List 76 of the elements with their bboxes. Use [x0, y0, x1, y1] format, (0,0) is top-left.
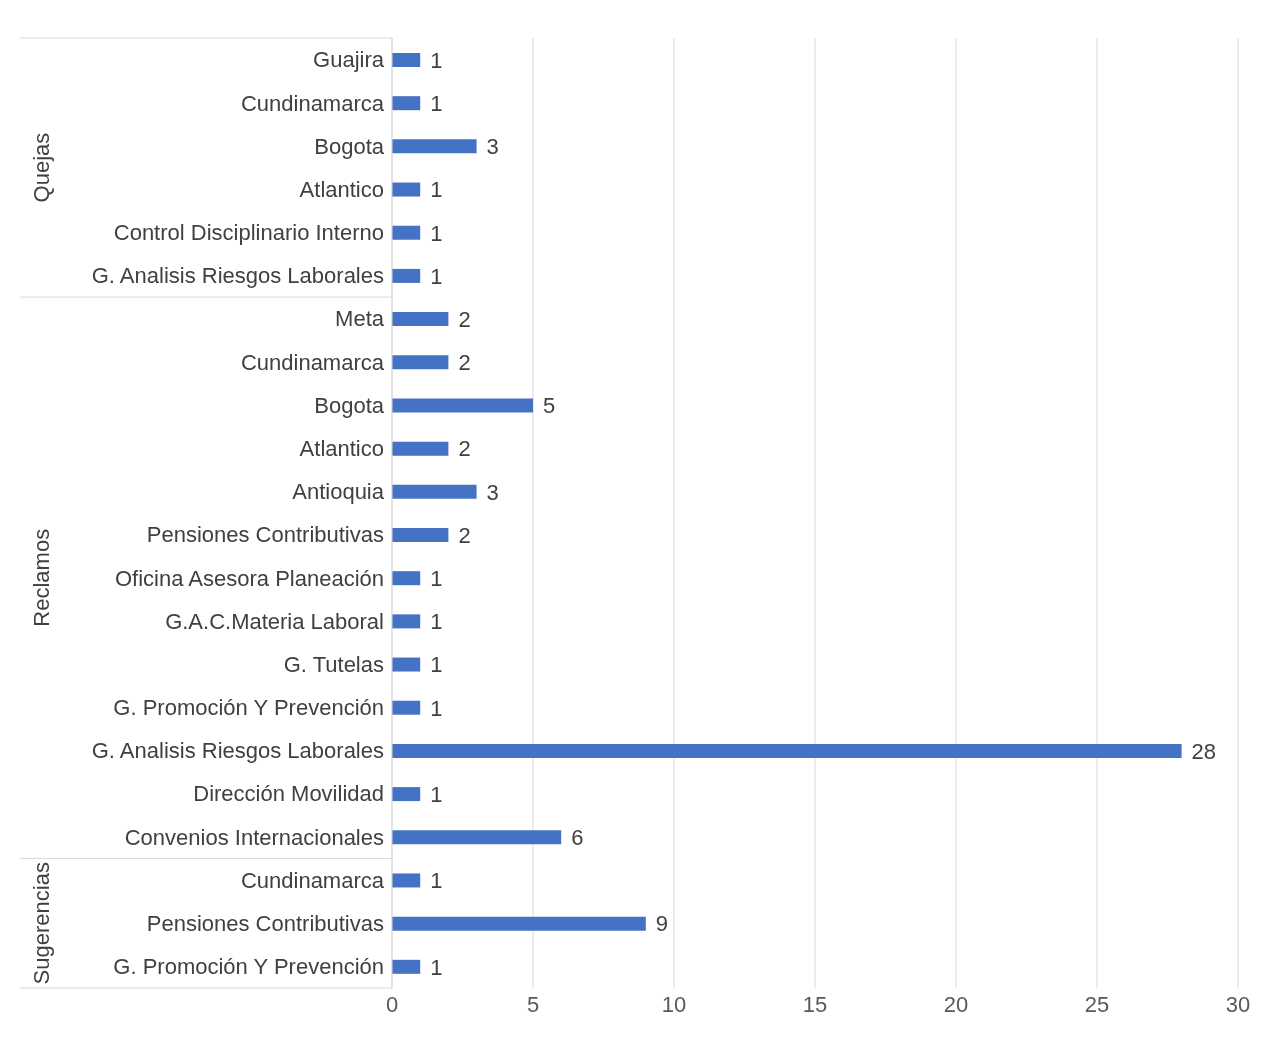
data-label: 3 — [486, 134, 499, 160]
x-tick-label: 30 — [1225, 991, 1251, 1017]
y-tick-label: G. Promoción Y Prevención — [113, 954, 384, 980]
data-label: 1 — [430, 695, 443, 721]
data-label: 1 — [430, 177, 443, 203]
x-tick-label: 15 — [802, 991, 828, 1017]
x-tick-label: 20 — [943, 991, 969, 1017]
bar — [392, 225, 421, 240]
y-tick-label: Convenios Internacionales — [124, 824, 384, 850]
bar — [392, 916, 646, 931]
y-tick-label: Pensiones Contributivas — [146, 522, 384, 548]
text: Sugerencias — [29, 862, 55, 985]
data-label: 2 — [458, 436, 471, 462]
bar — [392, 312, 449, 327]
y-tick-label: Guajira — [313, 47, 385, 73]
data-label: 28 — [1191, 738, 1217, 764]
data-label: 1 — [430, 652, 443, 678]
data-label: 5 — [543, 393, 556, 419]
y-tick-label: G. Analisis Riesgos Laborales — [91, 738, 384, 764]
data-label: 2 — [458, 306, 471, 332]
y-tick-label: G. Analisis Riesgos Laborales — [91, 263, 384, 289]
bar — [392, 657, 421, 672]
bar — [392, 268, 421, 283]
x-tick-label: 10 — [661, 991, 687, 1017]
bar — [392, 96, 421, 111]
x-tick-label: 5 — [526, 991, 540, 1017]
bar — [392, 139, 477, 154]
text: Quejas — [29, 132, 55, 203]
y-tick-label: Atlantico — [299, 176, 384, 202]
y-tick-label: Atlantico — [299, 436, 384, 462]
data-label: 9 — [655, 911, 669, 937]
y-tick-label: Dirección Movilidad — [193, 781, 384, 807]
bar — [392, 700, 421, 715]
y-tick-label: Bogota — [314, 133, 385, 159]
x-tick-label: 25 — [1084, 991, 1110, 1017]
y-tick-label: Cundinamarca — [240, 867, 385, 893]
bar — [392, 873, 421, 888]
y-tick-label: Cundinamarca — [240, 90, 385, 116]
data-label: 1 — [430, 47, 443, 73]
bar — [392, 441, 449, 456]
bar — [392, 53, 421, 67]
bar — [392, 830, 562, 845]
text: Reclamos — [29, 528, 55, 627]
bar — [392, 959, 421, 974]
data-label: 2 — [458, 350, 471, 376]
y-tick-label: Pensiones Contributivas — [146, 911, 384, 937]
y-tick-label: Antioquia — [292, 479, 385, 505]
bar — [392, 182, 421, 197]
y-tick-label: G. Promoción Y Prevención — [113, 695, 384, 721]
bar — [392, 787, 421, 802]
data-label: 6 — [571, 825, 584, 851]
y-tick-label: Oficina Asesora Planeación — [114, 565, 384, 591]
y-tick-label: G.A.C.Materia Laboral — [165, 608, 384, 634]
data-label: 3 — [486, 479, 499, 505]
bar — [392, 528, 449, 542]
y-tick-label: Control Disciplinario Interno — [113, 220, 384, 246]
bar — [392, 398, 533, 413]
bar — [392, 743, 1182, 758]
y-tick-label: Meta — [335, 306, 385, 332]
bar — [392, 614, 421, 629]
x-tick-label: 0 — [385, 991, 399, 1017]
data-label: 1 — [430, 263, 443, 289]
data-label: 1 — [430, 565, 443, 591]
data-label: 2 — [458, 522, 471, 548]
y-tick-label: Bogota — [314, 392, 385, 418]
data-label: 1 — [430, 868, 443, 894]
data-label: 1 — [430, 220, 443, 246]
bar — [392, 484, 477, 499]
data-label: 1 — [430, 609, 443, 635]
data-label: 1 — [430, 781, 443, 807]
data-label: 1 — [430, 90, 443, 116]
bar — [392, 355, 449, 370]
bar — [392, 571, 421, 586]
data-label: 1 — [430, 954, 443, 980]
y-tick-label: G. Tutelas — [283, 651, 384, 677]
y-tick-label: Cundinamarca — [240, 349, 385, 375]
